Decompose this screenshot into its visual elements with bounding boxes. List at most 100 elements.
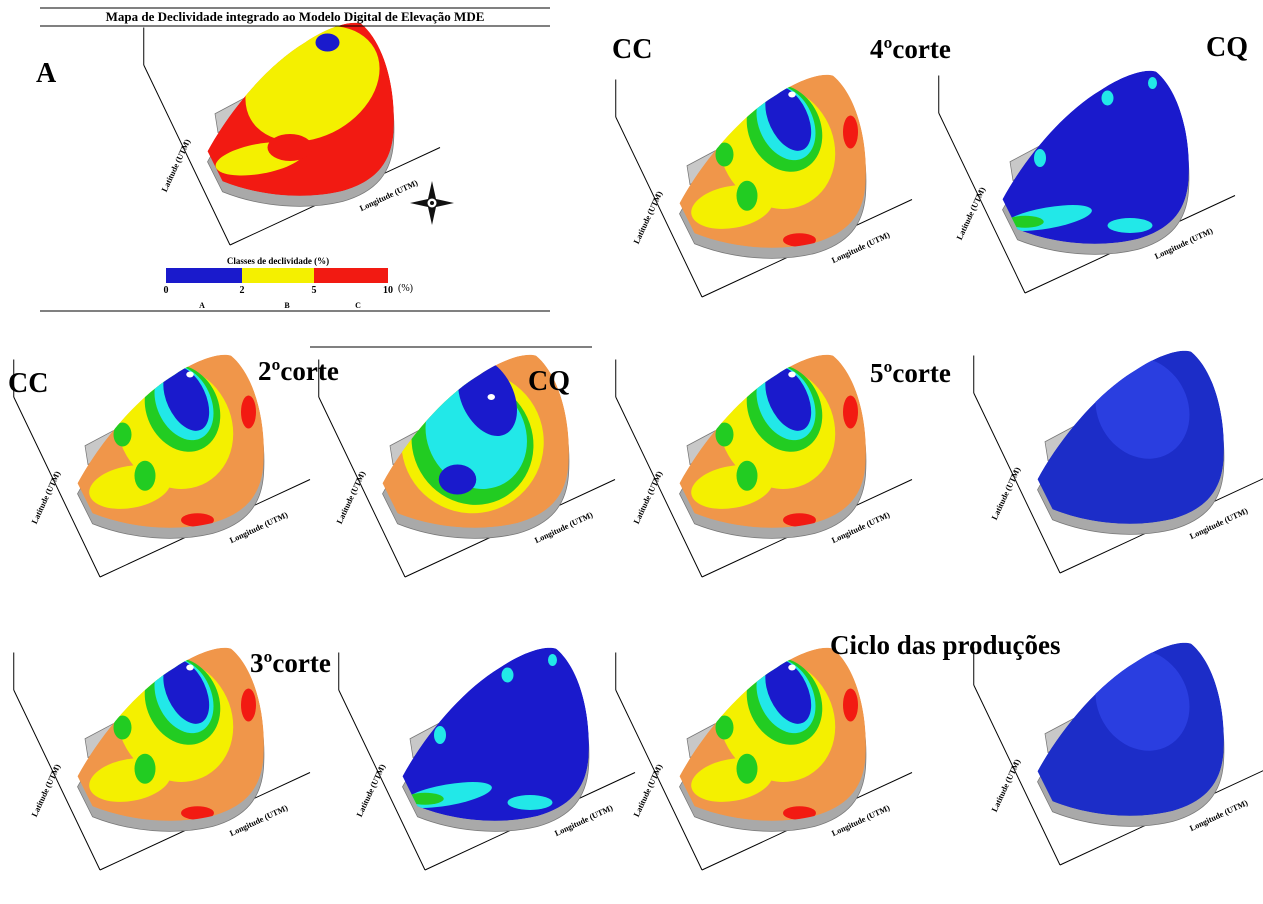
surface-map: Longitude (UTM)Latitude (UTM) xyxy=(938,70,1236,294)
axis-label: Latitude (UTM) xyxy=(632,470,664,526)
surface-zone xyxy=(715,715,734,740)
cut-label: Ciclo das produções xyxy=(830,630,1061,660)
surface-map: Longitude (UTM)Latitude (UTM) xyxy=(143,22,441,246)
surface-fill xyxy=(207,22,394,196)
surface-zone xyxy=(736,753,758,784)
surface-zone xyxy=(406,792,444,805)
legend-tick: 0 xyxy=(164,285,169,296)
surface-zone xyxy=(267,134,313,161)
surface-zone xyxy=(548,654,557,666)
axis-label: Latitude (UTM) xyxy=(30,470,62,526)
legend-class: B xyxy=(284,301,290,310)
surface-zone xyxy=(134,460,156,491)
cq-label: CQ xyxy=(528,366,570,397)
surface-map: Longitude (UTM)Latitude (UTM) xyxy=(615,74,913,298)
surface-zone xyxy=(241,395,256,429)
legend-title: Classes de declividade (%) xyxy=(227,256,329,266)
surface-zone xyxy=(715,142,734,167)
surface-zone xyxy=(315,33,340,52)
legend-swatch xyxy=(242,268,314,283)
cut-label: 3ºcorte xyxy=(250,648,331,678)
axis-line xyxy=(13,396,101,578)
legend-tick: 10 xyxy=(383,285,393,296)
surface-zone xyxy=(765,366,812,431)
surface-zone xyxy=(186,664,194,671)
figure-title: Mapa de Declividade integrado ao Modelo … xyxy=(106,9,485,24)
surface-zone xyxy=(113,715,132,740)
surface-zone xyxy=(181,806,214,820)
surface-zone xyxy=(438,464,477,495)
surface-zone xyxy=(736,180,758,211)
axis-line xyxy=(615,116,703,298)
axis-label: Latitude (UTM) xyxy=(632,190,664,246)
legend-tick: 2 xyxy=(240,285,245,296)
surface-base xyxy=(402,647,589,821)
panel-label: A xyxy=(36,58,57,89)
axis-label: Latitude (UTM) xyxy=(355,763,387,819)
cc-label: CC xyxy=(612,34,652,65)
surface-zone xyxy=(113,422,132,447)
surface-base xyxy=(1002,70,1189,244)
surface-zone xyxy=(1034,149,1046,167)
axis-line xyxy=(338,689,426,871)
axis-label: Latitude (UTM) xyxy=(990,758,1022,814)
surface-zone xyxy=(736,460,758,491)
surface-zone xyxy=(783,233,816,247)
surface-map: Longitude (UTM)Latitude (UTM) xyxy=(318,354,616,578)
axis-label: Latitude (UTM) xyxy=(632,763,664,819)
surface-zone xyxy=(1095,649,1190,751)
maps: Longitude (UTM)Latitude (UTM)Longitude (… xyxy=(13,22,1263,871)
surface-zone xyxy=(1006,215,1044,228)
cut-label: 4ºcorte xyxy=(870,34,951,64)
axis-label: Latitude (UTM) xyxy=(30,763,62,819)
legend-unit: (%) xyxy=(398,283,413,294)
surface-zone xyxy=(186,371,194,378)
surface-zone xyxy=(783,513,816,527)
surface-fill xyxy=(1037,642,1224,816)
axis-label: Latitude (UTM) xyxy=(990,466,1022,522)
axis-line xyxy=(973,684,1061,866)
axis-line xyxy=(318,396,406,578)
surface-fill xyxy=(1037,350,1224,524)
surface-zone xyxy=(843,395,858,429)
cut-label: 2ºcorte xyxy=(258,356,339,386)
legend-class: A xyxy=(199,301,205,310)
surface-zone xyxy=(134,753,156,784)
surface-zone xyxy=(783,806,816,820)
cc-label: CC xyxy=(8,368,48,399)
surface-fill xyxy=(402,647,589,821)
surface-zone xyxy=(788,91,796,98)
surface-map: Longitude (UTM)Latitude (UTM) xyxy=(973,642,1263,866)
surface-map: Longitude (UTM)Latitude (UTM) xyxy=(13,354,311,578)
axis-label: Latitude (UTM) xyxy=(335,470,367,526)
axis-line xyxy=(615,689,703,871)
surface-zone xyxy=(788,371,796,378)
surface-map: Longitude (UTM)Latitude (UTM) xyxy=(338,647,636,871)
axis-label: Latitude (UTM) xyxy=(955,186,987,242)
surface-zone xyxy=(1095,357,1190,459)
surface-zone xyxy=(487,394,495,400)
legend-swatch xyxy=(166,268,242,283)
surface-map: Longitude (UTM)Latitude (UTM) xyxy=(615,354,913,578)
surface-zone xyxy=(1101,90,1114,106)
surface-zone xyxy=(163,366,210,431)
surface-zone xyxy=(843,688,858,722)
axis-line xyxy=(615,396,703,578)
surface-zone xyxy=(788,664,796,671)
surface-zone xyxy=(765,86,812,151)
surface-zone xyxy=(843,115,858,149)
axis-line xyxy=(13,689,101,871)
surface-zone xyxy=(181,513,214,527)
surface-map: Longitude (UTM)Latitude (UTM) xyxy=(973,350,1263,574)
surface-zone xyxy=(1107,218,1153,233)
surface-fill xyxy=(382,354,569,528)
surface-fill xyxy=(77,354,264,528)
surface-zone xyxy=(507,795,553,810)
cut-label: 5ºcorte xyxy=(870,358,951,388)
legend-class: C xyxy=(355,301,361,310)
surface-zone xyxy=(715,422,734,447)
axis-line xyxy=(938,112,1026,294)
surface-zone xyxy=(163,659,210,724)
legend-tick: 5 xyxy=(312,285,317,296)
surface-zone xyxy=(241,688,256,722)
